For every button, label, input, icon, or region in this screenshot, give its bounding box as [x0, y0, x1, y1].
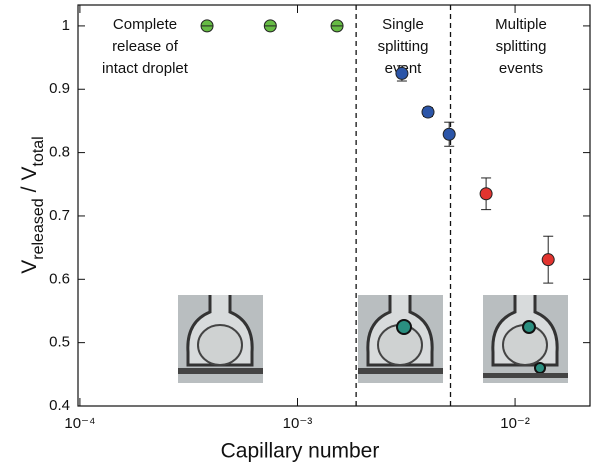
- x-tick-label: 10⁻²: [500, 415, 530, 432]
- point: [479, 187, 493, 201]
- annotation: Multiple: [495, 16, 547, 33]
- y-label-part: /: [18, 186, 41, 192]
- point: [541, 253, 555, 267]
- annotation: splitting: [378, 38, 429, 55]
- y-label-subscript: released: [30, 198, 47, 259]
- point: [395, 66, 409, 80]
- inset-image: [358, 295, 443, 383]
- y-tick-label: 0.9: [49, 80, 70, 97]
- y-tick-label: 0.4: [49, 397, 70, 414]
- inset-image: [178, 295, 263, 383]
- y-tick-label: 0.5: [49, 334, 70, 351]
- x-axis-label: Capillary number: [221, 440, 380, 463]
- annotation: Complete: [113, 16, 177, 33]
- y-axis-label: Vreleased / Vtotal: [18, 136, 47, 274]
- inset-image: [483, 295, 568, 383]
- y-tick-label: 0.8: [49, 144, 70, 161]
- point: [421, 105, 435, 119]
- y-label-subscript: total: [30, 136, 47, 166]
- y-label-part: V: [18, 260, 41, 274]
- annotation: release of: [112, 38, 179, 55]
- y-label-part: V: [18, 167, 41, 181]
- y-tick-label: 0.6: [49, 270, 70, 287]
- x-tick-label: 10⁻⁴: [64, 415, 95, 432]
- y-tick-label: 0.7: [49, 207, 70, 224]
- plot-frame: [77, 4, 591, 407]
- y-tick-label: 1: [62, 17, 70, 34]
- annotation: splitting: [496, 38, 547, 55]
- x-tick-label: 10⁻³: [283, 415, 313, 432]
- annotation: Single: [382, 16, 424, 33]
- point: [442, 127, 456, 141]
- annotation: intact droplet: [102, 60, 189, 77]
- annotation: events: [499, 60, 543, 77]
